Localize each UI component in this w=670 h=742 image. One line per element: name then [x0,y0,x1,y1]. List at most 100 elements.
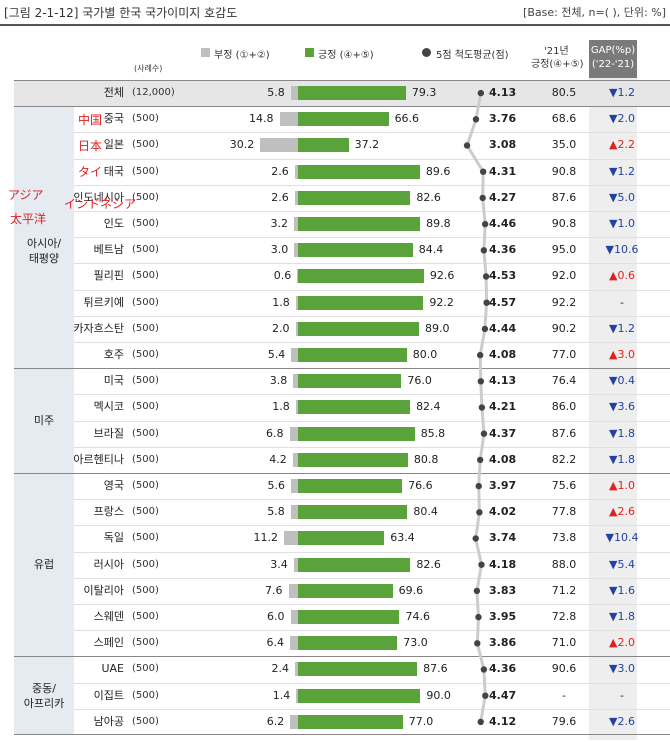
negative-value: 30.2 [229,138,255,152]
legend-pos-label: 긍정 (④+⑤) [318,50,374,61]
positive-bar [298,531,385,546]
positive-value: 89.6 [425,164,451,178]
gap-value: ▲3.0 [609,348,635,361]
gap-value: ▼3.0 [609,662,635,676]
region-bg-1 [14,368,74,473]
positive-2021: 86.0 [551,400,577,414]
mean-value: 3.76 [489,112,517,126]
region-label-2: 유럽 [14,557,74,572]
legend-mean-dot [422,48,431,57]
mean-value: 4.08 [489,452,517,466]
negative-bar [290,86,298,100]
positive-bar [298,269,424,284]
negative-bar [294,217,298,231]
negative-value: 3.8 [269,374,288,388]
gap-value: ▼1.2 [609,321,635,335]
gap-value: - [620,295,624,309]
table-row: 인도네시아 (500) 2.6 82.6 4.27 87.6 ▼5.0 [14,185,670,211]
sample-size: (500) [132,427,159,439]
positive-bar [298,610,400,624]
row-divider [74,708,670,710]
country-label: 미국 [103,374,124,388]
region-label-0: 아시아/태평양 [14,236,74,266]
region-label-line1: 미주 [33,414,55,428]
positive-bar [298,321,420,336]
country-label: 아르헨티나 [73,452,124,466]
positive-bar [298,295,424,310]
country-label: 영국 [103,479,124,492]
mean-point [472,116,480,123]
table-row: 멕시코 (500) 1.8 82.4 4.21 86.0 ▼3.6 [14,394,670,420]
mean-value: 3.95 [489,610,517,623]
positive-value: 84.4 [418,243,444,257]
row-divider [74,211,670,212]
sample-size: (500) [132,322,159,334]
sample-size: (500) [132,218,159,229]
country-label: 튀르키예 [83,295,124,309]
region-label-1: 미주 [14,413,74,428]
positive-2021: 72.8 [551,610,577,623]
negative-bar [294,164,298,179]
row-divider [74,499,670,501]
positive-2021: - [562,688,566,702]
positive-bar [298,217,421,231]
mean-value: 4.12 [489,714,517,728]
country-label: 중국 [103,112,124,126]
table-row: 브라질 (500) 6.8 85.8 4.37 87.6 ▼1.8 [14,421,670,447]
country-label: 일본 [103,138,124,152]
section-separator [14,656,670,658]
country-label: 전체 [103,86,124,99]
gap-value: ▲0.6 [609,269,635,283]
negative-bar [290,610,298,624]
sample-size: (500) [132,191,159,203]
sample-size: (500) [132,611,159,622]
positive-value: 74.6 [405,610,430,623]
positive-bar [298,426,415,441]
negative-bar [290,636,298,651]
col21-header-line1: '21년 [544,46,569,57]
mean-point [476,456,484,464]
negative-value: 14.8 [249,112,274,126]
mean-point [474,640,481,647]
positive-bar [298,662,418,677]
country-label: 필리핀 [93,269,124,283]
positive-2021: 90.6 [551,662,577,676]
country-label: 남아공 [93,714,124,728]
table-row: 튀르키예 (500) 1.8 92.2 4.57 92.2 - [14,290,670,316]
positive-value: 82.4 [416,400,441,414]
mean-value: 4.31 [489,164,517,178]
negative-value: 5.4 [267,348,286,361]
mean-point [476,351,484,359]
row-divider [74,420,670,422]
mean-value: 4.13 [489,86,517,99]
country-label: 멕시코 [93,400,124,414]
mean-point [475,613,482,621]
table-row: 러시아 (500) 3.4 82.6 4.18 88.0 ▼5.4 [14,552,670,578]
row-divider [74,158,670,160]
positive-bar [298,374,402,389]
mean-point [481,325,489,333]
gap-value: ▼1.8 [609,426,635,440]
negative-value: 6.4 [266,636,285,650]
sample-size: (500) [132,689,159,701]
positive-value: 66.6 [394,112,420,126]
row-divider [74,315,670,317]
mean-value: 4.57 [489,295,517,309]
gap-value: ▲2.2 [609,138,635,152]
positive-value: 37.2 [354,138,380,152]
sample-size: (500) [132,532,159,544]
table-row: 중국 (500) 14.8 66.6 3.76 68.6 ▼2.0 [14,106,670,132]
mean-value: 3.83 [489,583,517,597]
positive-2021: 90.8 [551,217,577,230]
table-row: 독일 (500) 11.2 63.4 3.74 73.8 ▼10.4 [14,525,670,551]
gap-value: ▼3.6 [609,400,635,414]
sample-size: (500) [132,453,159,465]
positive-2021: 75.6 [551,479,577,492]
country-label: UAE [101,662,124,676]
row-divider [74,237,670,239]
positive-value: 77.0 [408,714,434,728]
mean-point [477,89,485,97]
negative-value: 3.2 [270,217,289,230]
table-row: 스웨덴 (500) 6.0 74.6 3.95 72.8 ▼1.8 [14,604,670,630]
